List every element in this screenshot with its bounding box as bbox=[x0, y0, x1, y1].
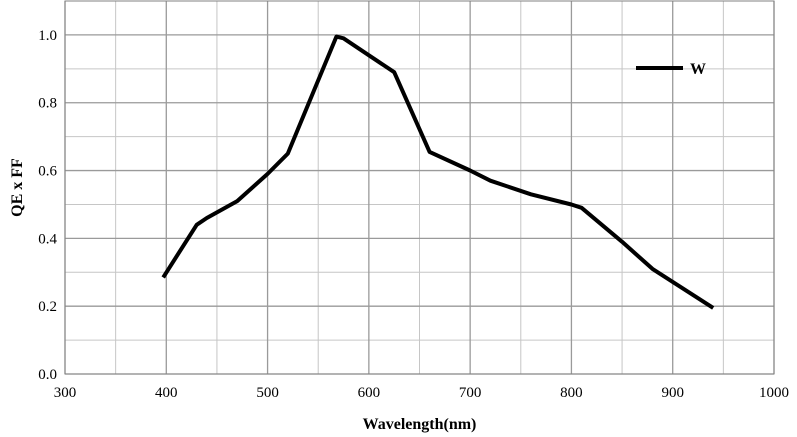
y-tick-label: 0.8 bbox=[38, 96, 57, 112]
y-tick-label: 0.2 bbox=[38, 299, 57, 315]
x-tick-label: 900 bbox=[661, 385, 684, 401]
y-tick-label: 0.6 bbox=[38, 164, 57, 180]
x-tick-label: 300 bbox=[54, 385, 77, 401]
y-tick-label: 1.0 bbox=[38, 28, 57, 44]
x-tick-label: 500 bbox=[256, 385, 279, 401]
legend: W bbox=[636, 61, 706, 78]
y-tick-label: 0.0 bbox=[38, 367, 57, 383]
legend-label-w: W bbox=[690, 61, 706, 78]
x-tick-label: 800 bbox=[560, 385, 583, 401]
x-tick-label: 400 bbox=[155, 385, 178, 401]
x-tick-label: 600 bbox=[358, 385, 381, 401]
tick-labels: 300 400 500 600 700 800 900 1000 0.0 0.2 0.4 0.6 0.8… bbox=[38, 28, 789, 401]
series-line-w bbox=[161, 34, 715, 310]
plot-border bbox=[64, 0, 775, 375]
x-tick-label: 700 bbox=[459, 385, 482, 401]
x-tick-label: 1000 bbox=[759, 385, 789, 401]
y-tick-label: 0.4 bbox=[38, 231, 57, 247]
x-axis-title: Wavelength(nm) bbox=[363, 416, 477, 433]
series-layer bbox=[161, 34, 715, 310]
y-axis-title: QE x FF bbox=[9, 158, 26, 217]
